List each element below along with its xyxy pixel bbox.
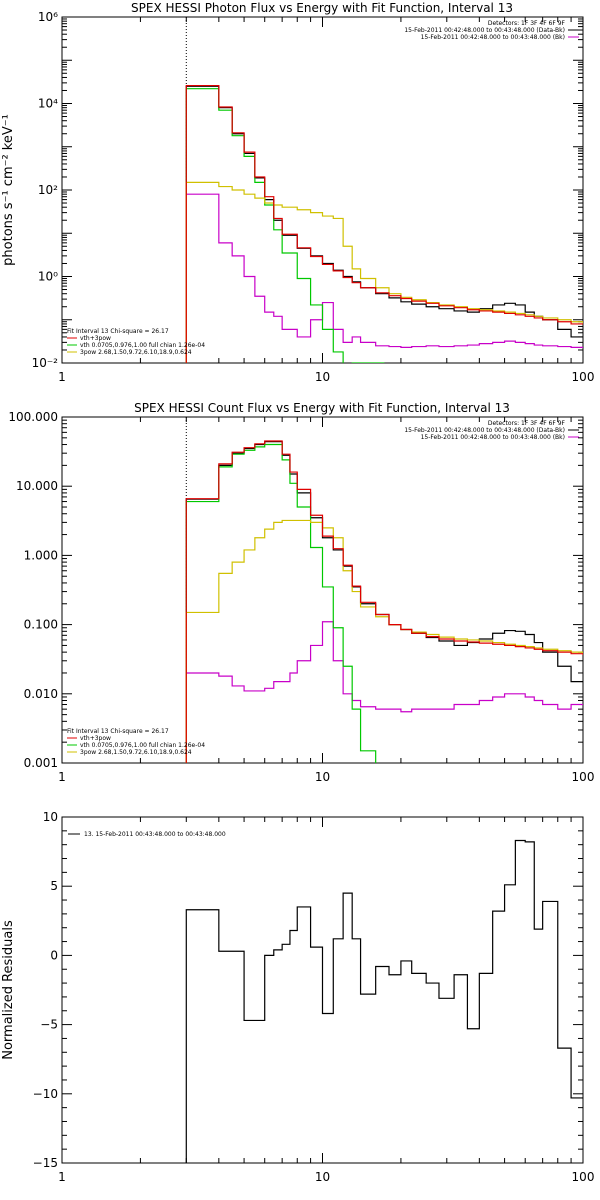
x-tick-label: 100 [572,1170,595,1184]
y-tick-label: 10⁴ [38,97,58,111]
y-tick-label: 10⁶ [38,10,58,24]
legend-top-entry: Detectors: 1F 3F 4F 6F 9F [488,420,566,427]
y-tick-label: 0 [50,948,58,962]
legend-bottom-entry: vth 0.0705,0.976,1.00 full chian 1.26e-0… [80,742,205,749]
legend-bottom-entry: 3pow 2.68,1.50,9.72,6.10,18.9,0.624 [80,349,192,356]
legend-top-entry: 15-Feb-2011 00:42:48.000 to 00:43:48.000… [421,34,565,41]
photon-flux-title: SPEX HESSI Photon Flux vs Energy with Fi… [131,1,513,15]
y-tick-label: 0.100 [24,618,58,632]
count-flux-title: SPEX HESSI Count Flux vs Energy with Fit… [134,401,510,415]
count-flux-panel: SPEX HESSI Count Flux vs Energy with Fit… [8,401,594,784]
y-tick-label: 100.000 [8,410,58,424]
x-tick-label: 10 [315,370,330,384]
x-tick-label: 100 [572,370,595,384]
x-tick-label: 1 [58,770,66,784]
series-black [185,85,583,363]
series-green [185,88,385,363]
y-tick-label: −15 [33,1156,58,1170]
legend-top-entry: 15-Feb-2011 00:42:48.000 to 00:43:48.000… [404,427,565,434]
residuals-panel: Normalized Residuals 1 10 100 −15 −10 −5 0 5 10 1… [1,810,594,1184]
x-tick-label: 1 [58,1170,66,1184]
photon-flux-panel: SPEX HESSI Photon Flux vs Energy with Fi… [1,1,594,384]
y-tick-label: 10⁻² [32,356,59,370]
legend-top-entry: 15-Feb-2011 00:42:48.000 to 00:43:48.000… [421,434,565,441]
y-tick-label: 10⁰ [38,270,58,284]
x-tick-label: 10 [315,1170,330,1184]
legend-bottom-entry: vth 0.0705,0.976,1.00 full chian 1.26e-0… [80,342,205,349]
series-black [185,441,583,763]
series-red [185,84,583,363]
y-tick-label: 10² [38,183,58,197]
residuals-legend: 13. 15-Feb-2011 00:43:48.000 to 00:43:48… [84,831,226,838]
y-tick-label: 0.001 [24,756,58,770]
legend-bottom-entry: vth+3pow [80,335,111,342]
series-yellow [185,181,583,363]
residuals-ylabel: Normalized Residuals [1,920,16,1060]
legend-bottom-entry: vth+3pow [80,735,111,742]
y-tick-label: −10 [33,1087,58,1101]
legend-bottom-entry: 3pow 2.68,1.50,9.72,6.10,18.9,0.624 [80,749,192,756]
x-tick-label: 1 [58,370,66,384]
legend-top-entry: 15-Feb-2011 00:42:48.000 to 00:43:48.000… [404,27,565,34]
series-red [185,440,583,763]
plot-frame [61,416,584,764]
legend-bottom-entry: Fit Interval 13 Chi-square = 26.17 [67,328,169,335]
y-tick-label: 10 [43,810,58,824]
series-black [185,839,583,1163]
legend-bottom-entry: Fit Interval 13 Chi-square = 26.17 [67,728,169,735]
series-green [185,443,377,763]
y-tick-label: −5 [40,1018,58,1032]
x-tick-label: 100 [572,770,595,784]
y-tick-label: 10.000 [16,479,58,493]
series-magenta [185,193,583,363]
y-tick-label: 0.010 [24,687,58,701]
y-tick-label: 1.000 [24,548,58,562]
series-magenta [185,621,583,763]
legend-top-entry: Detectors: 1F 3F 4F 6F 9F [488,20,566,27]
y-tick-label: 5 [50,879,58,893]
series-yellow [185,519,583,763]
photon-flux-ylabel: photons s⁻¹ cm⁻² keV⁻¹ [1,114,16,266]
x-tick-label: 10 [315,770,330,784]
